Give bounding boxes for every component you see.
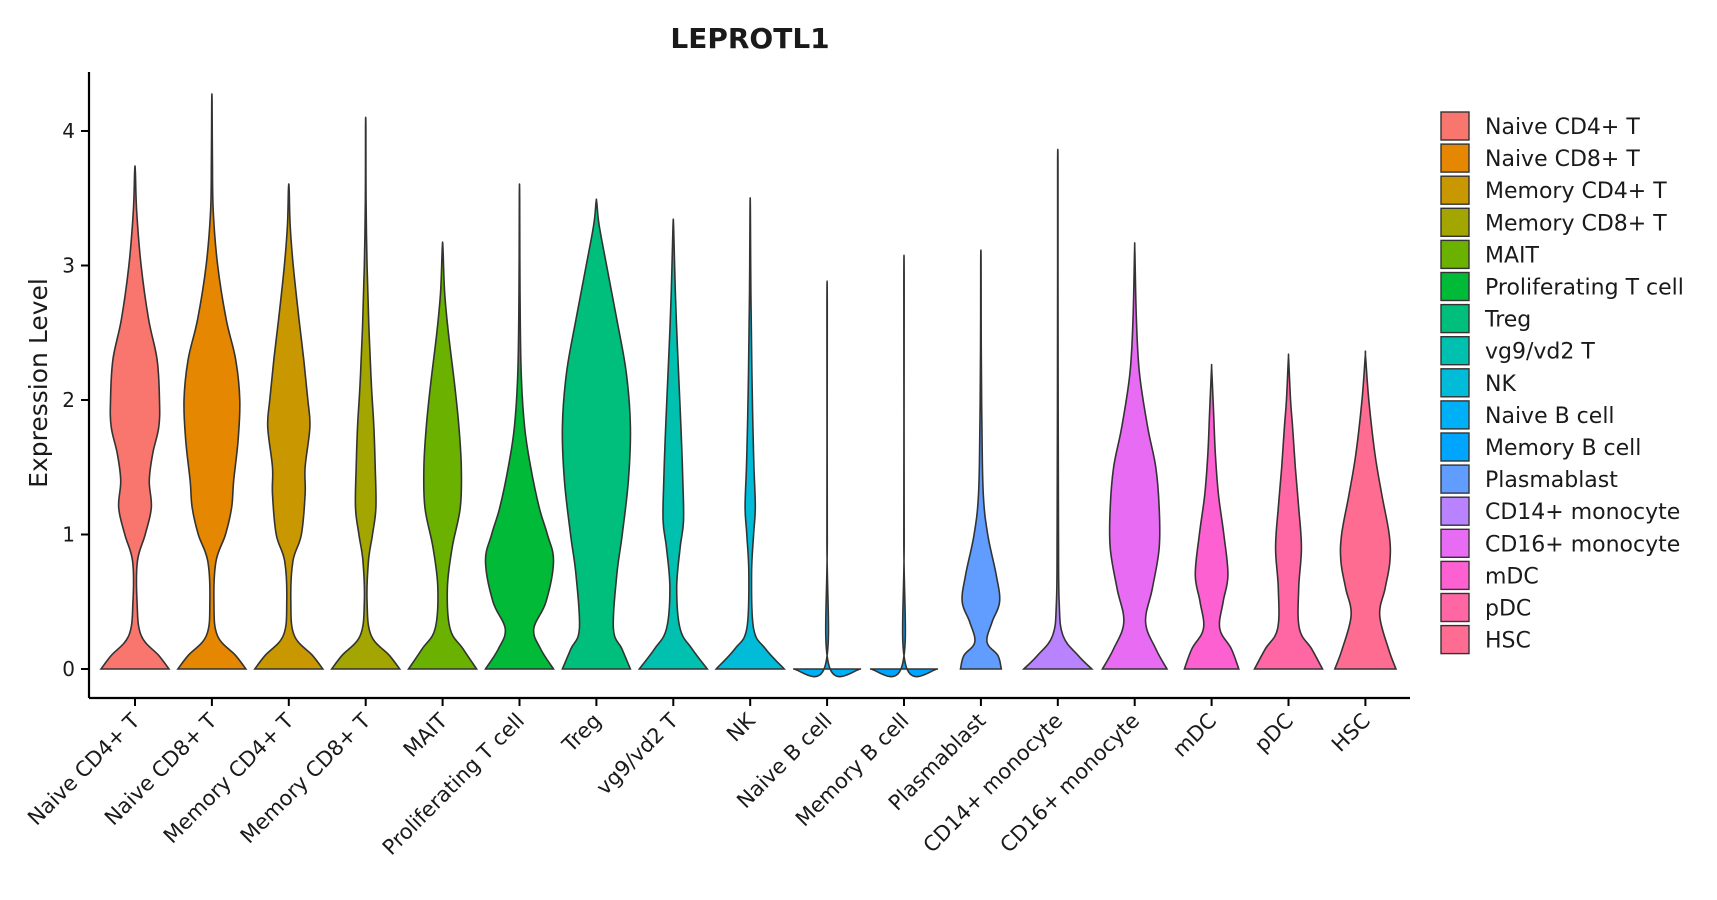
- legend-label: vg9/vd2 T: [1485, 340, 1595, 365]
- violin-memory-b-cell: [869, 254, 939, 678]
- x-tick-label: Memory CD8+ T: [236, 708, 376, 848]
- legend-label: Memory CD4+ T: [1485, 179, 1667, 204]
- legend-label: Treg: [1484, 308, 1531, 333]
- y-tick-label: 3: [62, 254, 75, 278]
- x-tick-label: NK: [722, 708, 761, 747]
- legend-swatch: [1440, 239, 1470, 270]
- legend-label: Naive CD8+ T: [1485, 147, 1640, 172]
- y-tick-label: 2: [62, 388, 75, 412]
- legend-label: Naive B cell: [1485, 404, 1615, 429]
- legend-swatch: [1440, 368, 1470, 398]
- legend-swatch: [1440, 143, 1470, 173]
- violin-naive-cd4-t: [99, 165, 171, 670]
- legend-label: pDC: [1485, 597, 1531, 622]
- violin-naive-b-cell: [792, 280, 862, 678]
- y-ticks-group: 0 1 2 3 4: [62, 119, 89, 681]
- violin-naive-cd8-t: [176, 92, 248, 670]
- legend-label: CD16+ monocyte: [1485, 532, 1680, 557]
- legend-swatch: [1440, 528, 1470, 558]
- legend-label: Plasmablast: [1485, 468, 1618, 493]
- violin-mdc: [1183, 363, 1240, 670]
- x-tick-label: Memory CD4+ T: [159, 708, 299, 848]
- violin-memory-cd8-t: [330, 116, 402, 670]
- violin-hsc: [1333, 350, 1398, 670]
- legend-label: Memory B cell: [1485, 436, 1641, 461]
- violin-nk: [714, 196, 787, 670]
- violin-mait: [407, 241, 479, 670]
- legend-swatch: [1440, 111, 1470, 141]
- legend-swatch: [1440, 336, 1470, 366]
- legend-label: HSC: [1485, 629, 1531, 654]
- violin-plasmablast: [959, 249, 1003, 670]
- legend-swatch: [1440, 207, 1470, 238]
- legend-swatch: [1440, 496, 1470, 526]
- legend-swatch: [1440, 560, 1470, 591]
- violin-proliferating-t-cell: [484, 183, 555, 670]
- y-tick-label: 1: [62, 523, 75, 547]
- violin-treg: [561, 198, 632, 670]
- legend-label: NK: [1485, 372, 1516, 397]
- x-tick-label: Proliferating T cell: [378, 709, 529, 860]
- violins-group: [99, 92, 1398, 678]
- legend-swatch: [1440, 400, 1470, 430]
- x-tick-label: CD16+ monocyte: [995, 709, 1144, 858]
- violin-cd16-monocyte: [1101, 242, 1169, 670]
- legend-label: MAIT: [1485, 243, 1540, 268]
- chart-title: LEPROTL1: [670, 22, 829, 55]
- legend-label: Proliferating T cell: [1485, 276, 1684, 301]
- legend-label: Naive CD4+ T: [1485, 115, 1640, 140]
- legend-swatch: [1440, 624, 1470, 655]
- x-tick-label: Treg: [557, 709, 606, 758]
- legend: Naive CD4+ T Naive CD8+ T Memory CD4+ T Mem…: [1440, 111, 1684, 655]
- x-tick-label: CD14+ monocyte: [919, 709, 1068, 858]
- x-tick-label: MAIT: [399, 708, 453, 762]
- y-tick-label: 4: [62, 119, 75, 143]
- legend-swatch: [1440, 592, 1470, 623]
- legend-swatch: [1440, 175, 1470, 205]
- legend-swatch: [1440, 271, 1470, 302]
- legend-label: Memory CD8+ T: [1485, 211, 1667, 236]
- violin-pdc: [1253, 353, 1324, 670]
- legend-swatch: [1440, 303, 1470, 334]
- legend-label: mDC: [1485, 564, 1539, 589]
- x-tick-label: mDC: [1168, 709, 1221, 762]
- x-tick-label: pDC: [1250, 709, 1298, 757]
- violin-cd14-monocyte: [1021, 148, 1094, 670]
- violin-memory-cd4-t: [253, 183, 325, 670]
- y-tick-label: 0: [62, 657, 75, 681]
- legend-swatch: [1440, 432, 1470, 462]
- legend-label: CD14+ monocyte: [1485, 500, 1680, 525]
- legend-swatch: [1440, 464, 1470, 494]
- violin-vg9-vd2-t: [637, 218, 709, 670]
- x-tick-label: vg9/vd2 T: [592, 708, 683, 799]
- x-tick-label: HSC: [1327, 709, 1375, 757]
- y-axis-label: Expression Level: [24, 278, 53, 488]
